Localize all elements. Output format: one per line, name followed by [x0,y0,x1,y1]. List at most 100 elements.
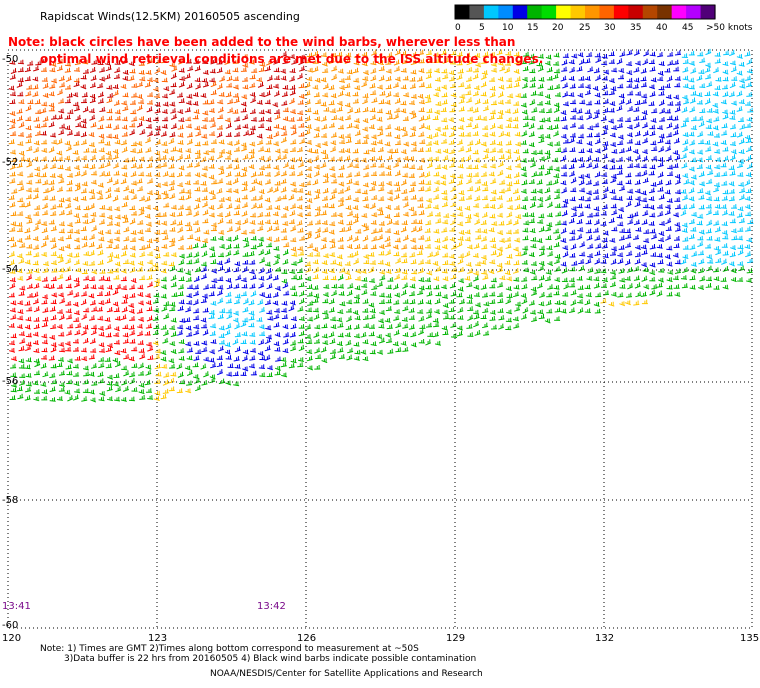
wind-barb [57,89,64,96]
wind-barb [465,122,473,128]
wind-barb [440,174,447,180]
wind-barb [305,233,312,240]
wind-barb [641,155,648,162]
wind-barb [576,219,583,225]
wind-barb [352,310,359,316]
wind-barb [729,251,736,258]
wind-barb [57,156,64,161]
wind-barb [482,51,489,57]
wind-barb [224,211,231,218]
wind-barb [73,277,80,283]
wind-barb [234,197,241,203]
wind-barb [177,182,184,188]
wind-barb [515,93,522,98]
wind-barb [489,52,496,57]
wind-barb [472,107,479,113]
wind-barb [739,83,746,89]
wind-barb [472,123,479,130]
wind-barb [426,108,433,113]
wind-barb [306,220,314,226]
wind-barb [160,324,167,330]
wind-barb [122,70,129,75]
wind-barb [497,246,504,252]
wind-barb [400,108,407,114]
wind-barb [65,202,72,209]
wind-barb [233,283,240,289]
wind-barb [137,220,144,225]
wind-barb [427,332,434,337]
wind-barb [587,253,594,258]
wind-barb [416,76,423,82]
wind-barb [378,244,385,250]
wind-barb [200,317,207,323]
wind-barb [250,290,257,297]
wind-barb [226,203,233,210]
wind-barb [482,125,489,130]
wind-barb [376,281,384,288]
wind-barb [264,163,271,169]
lon-label-126: 126 [297,633,316,644]
wind-barb [706,209,713,216]
wind-barb [576,276,583,281]
wind-barb [394,292,401,298]
wind-barb [242,307,249,313]
wind-barb [200,181,207,186]
wind-barb [251,117,258,122]
wind-barb [258,155,265,161]
wind-barb [353,163,360,169]
wind-barb [138,156,146,162]
wind-barb [737,206,744,212]
lat-label-54: -54 [2,264,18,275]
wind-barb [448,131,455,138]
wind-barb [297,357,305,362]
wind-barb [266,225,273,232]
wind-barb [337,68,344,74]
wind-barb [73,213,80,219]
wind-barb [98,396,105,402]
wind-barb [657,71,664,76]
wind-barb [169,227,176,232]
wind-barb [355,188,362,194]
wind-barb [64,84,72,90]
wind-barb [25,357,32,363]
wind-barb [256,241,263,248]
wind-barb [202,329,209,336]
wind-barb [248,315,255,321]
wind-barb [216,59,223,65]
wind-barb [192,220,200,225]
wind-barb [32,193,39,200]
wind-barb [208,357,215,363]
wind-barb [163,330,169,337]
wind-barb [346,220,353,226]
wind-barb [554,266,561,272]
wind-barb [144,227,152,233]
wind-barb [441,227,448,233]
wind-barb [194,236,201,242]
wind-barb [146,238,153,244]
wind-barb [467,106,474,112]
wind-barb [394,126,401,132]
wind-barb [649,270,656,276]
wind-barb [729,110,736,115]
wind-barb [379,310,386,315]
wind-barb [688,50,695,56]
wind-barb [728,196,735,202]
wind-barb [257,139,264,146]
wind-barb [370,291,377,296]
wind-barb [528,179,535,184]
wind-barb [131,83,138,88]
wind-barb [369,114,377,121]
wind-barb [521,172,528,178]
wind-barb [619,277,626,283]
wind-barb [392,244,399,250]
wind-barb [289,332,296,338]
wind-barb [360,269,367,274]
wind-barb [408,206,415,212]
wind-barb [256,203,263,209]
wind-barb [379,90,386,96]
wind-barb [360,349,367,355]
wind-barb [521,283,528,290]
wind-barb [481,70,488,75]
wind-barb [514,131,521,137]
wind-barb [227,363,234,368]
